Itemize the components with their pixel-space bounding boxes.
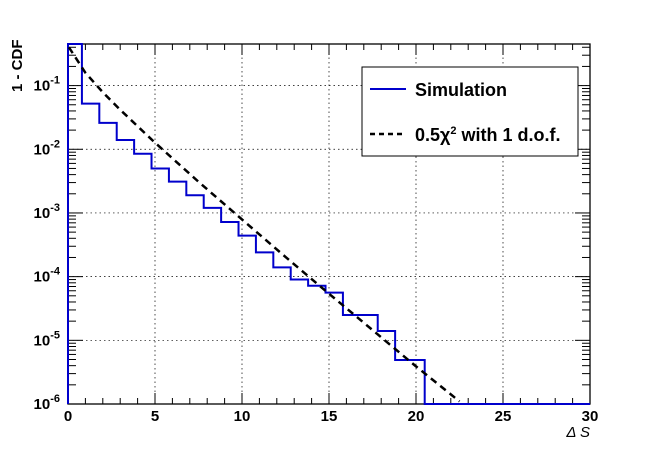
x-tick-label: 15 [321,408,338,425]
x-tick-label: 20 [408,408,425,425]
y-tick-label: 10-2 [34,138,60,158]
y-tick-label: 10-5 [34,329,60,349]
legend-label-chi2-suffix: with 1 d.o.f. [457,125,561,145]
y-tick-label-exponent: -1 [50,75,60,87]
legend-label-simulation: Simulation [415,80,507,100]
x-tick-label: 5 [151,408,159,425]
y-axis-label: 1 - CDF [9,40,26,93]
y-tick-label-base: 10 [34,396,51,413]
x-tick-label: 30 [582,408,599,425]
x-tick-label: 10 [234,408,251,425]
y-tick-label-exponent: -4 [50,266,61,278]
y-tick-label: 10-3 [34,202,60,222]
legend: Simulation 0.5χ2 with 1 d.o.f. [361,66,579,157]
y-tick-label-base: 10 [34,78,51,95]
x-tick-label: 25 [495,408,512,425]
series-layer [67,43,590,405]
y-tick-label-exponent: -5 [50,329,60,341]
y-tick-label-base: 10 [34,205,51,222]
legend-box [361,66,579,157]
y-tick-label-base: 10 [34,141,51,158]
y-tick-label-exponent: -6 [50,393,60,405]
x-tick-label: 0 [64,408,72,425]
y-tick-label-base: 10 [34,269,51,286]
y-tick-label-exponent: -2 [50,138,60,150]
y-tick-label-exponent: -3 [50,202,60,214]
series-chi2-curve [67,46,461,403]
x-axis-label: Δ S [565,424,590,441]
y-tick-label: 10-1 [34,75,60,95]
series-simulation-step [67,43,590,405]
legend-label-chi2-sup: 2 [450,125,456,137]
y-tick-label-base: 10 [34,332,51,349]
legend-label-chi2: 0.5χ2 with 1 d.o.f. [415,125,561,145]
legend-label-chi2-prefix: 0.5χ [415,125,451,145]
y-tick-label: 10-4 [34,266,61,286]
y-tick-label: 10-6 [34,393,60,413]
